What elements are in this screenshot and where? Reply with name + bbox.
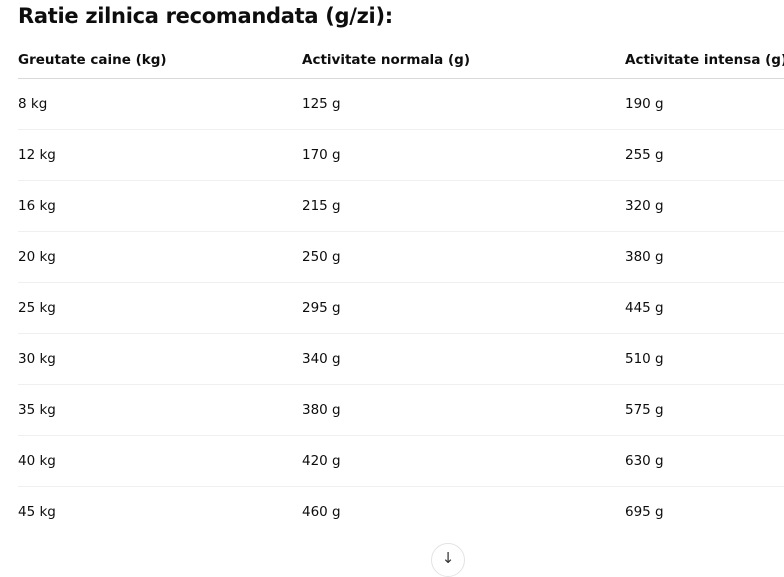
intense-activity-cell: 695 g: [625, 504, 664, 520]
weight-cell: 40 kg: [18, 435, 302, 487]
intense-activity-cell: 630 g: [625, 435, 784, 487]
header-normal-activity: Activitate normala (g): [302, 42, 625, 79]
weight-cell: 20 kg: [18, 231, 302, 283]
section-title: Ratie zilnica recomandata (g/zi):: [18, 4, 393, 28]
intense-activity-cell: 320 g: [625, 180, 784, 232]
table-row: 30 kg 340 g 510 g: [18, 333, 784, 385]
normal-activity-cell: 250 g: [302, 231, 625, 283]
table-row: 45 kg 460 g 695 g: [18, 487, 784, 538]
table-row: 20 kg 250 g 380 g: [18, 231, 784, 283]
normal-activity-cell: 340 g: [302, 333, 625, 385]
normal-activity-cell: 420 g: [302, 435, 625, 487]
intense-activity-cell: 510 g: [625, 333, 784, 385]
table-row: 35 kg 380 g 575 g: [18, 384, 784, 436]
normal-activity-cell: 170 g: [302, 129, 625, 181]
weight-cell: 35 kg: [18, 384, 302, 436]
weight-cell: 25 kg: [18, 282, 302, 334]
table-row: 40 kg 420 g 630 g: [18, 435, 784, 487]
intense-activity-cell: 380 g: [625, 231, 784, 283]
scroll-down-button[interactable]: ↓: [431, 543, 465, 577]
arrow-down-icon: ↓: [441, 549, 455, 567]
weight-cell: 12 kg: [18, 129, 302, 181]
normal-activity-cell: 460 g: [302, 504, 341, 520]
normal-activity-cell: 125 g: [302, 78, 625, 130]
table-row: 25 kg 295 g 445 g: [18, 282, 784, 334]
weight-cell: 8 kg: [18, 78, 302, 130]
normal-activity-cell: 380 g: [302, 384, 625, 436]
table-row: 8 kg 125 g 190 g: [18, 78, 784, 130]
weight-cell: 30 kg: [18, 333, 302, 385]
intense-activity-cell: 575 g: [625, 384, 784, 436]
normal-activity-cell: 215 g: [302, 180, 625, 232]
weight-cell: 45 kg: [18, 504, 56, 520]
table-header-row: Greutate caine (kg) Activitate normala (…: [18, 42, 784, 79]
weight-cell: 16 kg: [18, 180, 302, 232]
table-row: 16 kg 215 g 320 g: [18, 180, 784, 232]
ration-table: Greutate caine (kg) Activitate normala (…: [18, 42, 784, 537]
intense-activity-cell: 190 g: [625, 78, 784, 130]
intense-activity-cell: 255 g: [625, 129, 784, 181]
normal-activity-cell: 295 g: [302, 282, 625, 334]
intense-activity-cell: 445 g: [625, 282, 784, 334]
header-weight: Greutate caine (kg): [18, 42, 302, 79]
header-intense-activity: Activitate intensa (g): [625, 42, 784, 79]
table-row: 12 kg 170 g 255 g: [18, 129, 784, 181]
